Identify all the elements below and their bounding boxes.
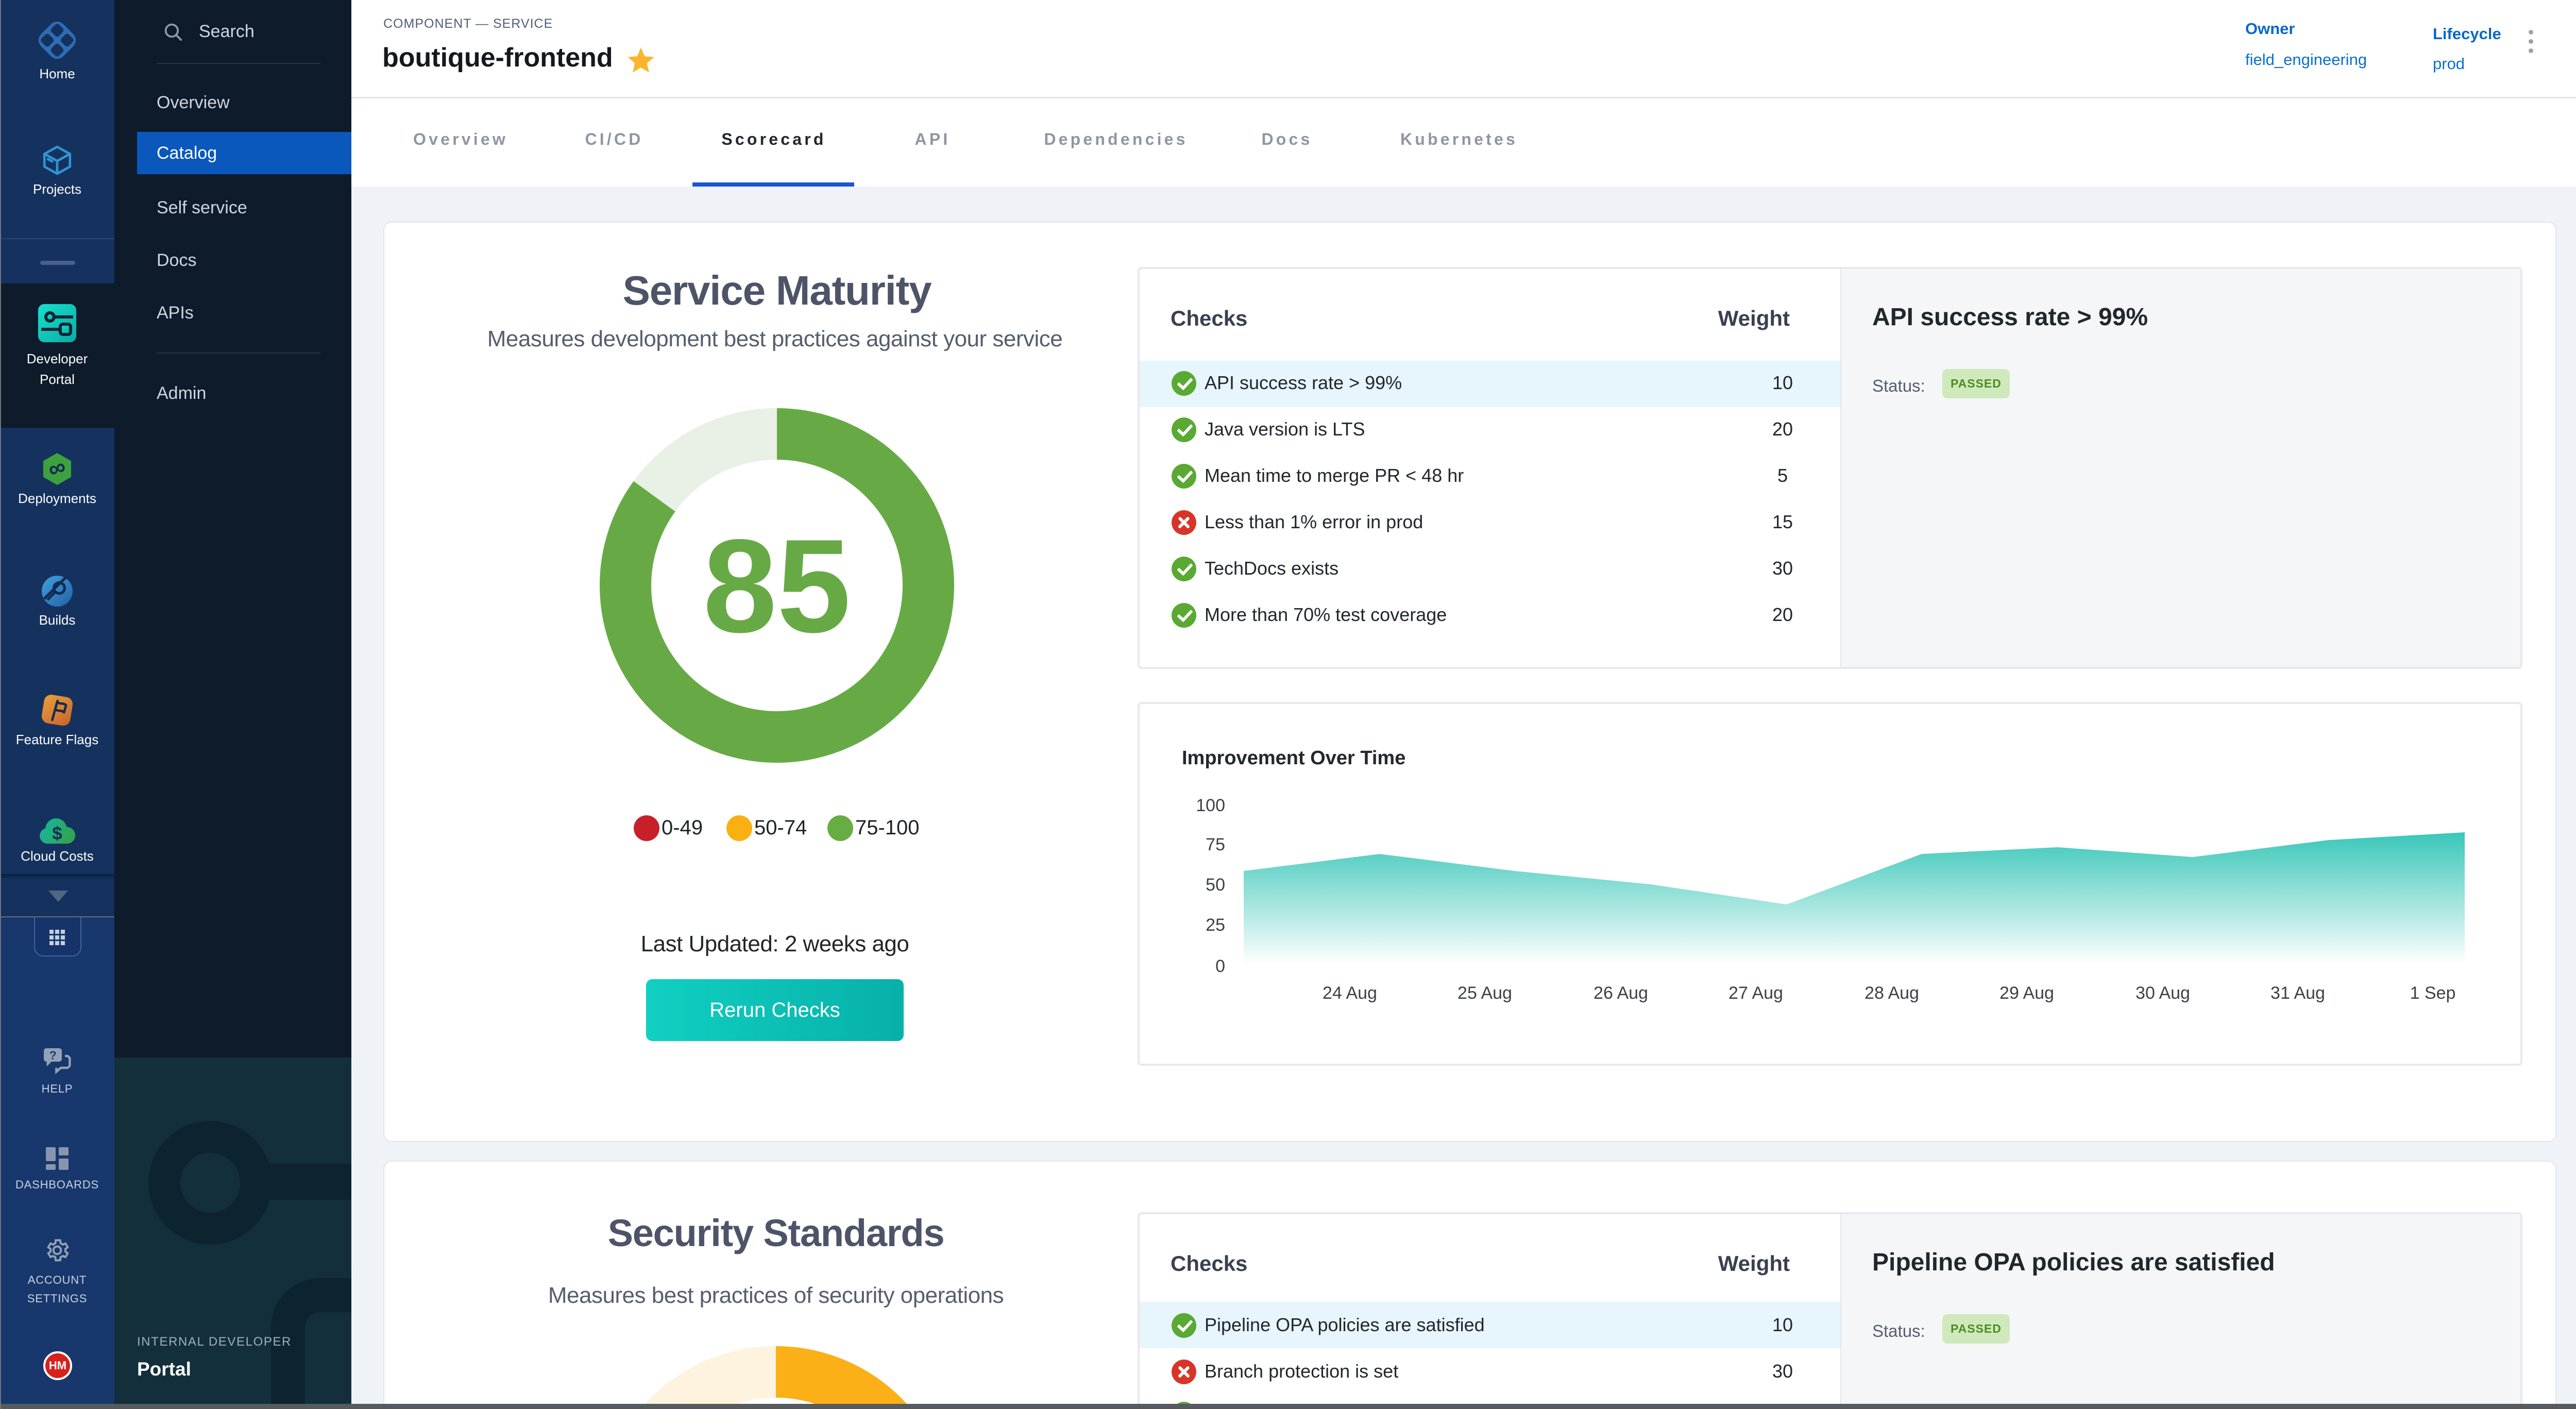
svg-text:$: $ xyxy=(52,824,62,844)
svg-text:85: 85 xyxy=(703,511,851,660)
svg-text:?: ? xyxy=(49,1049,57,1062)
